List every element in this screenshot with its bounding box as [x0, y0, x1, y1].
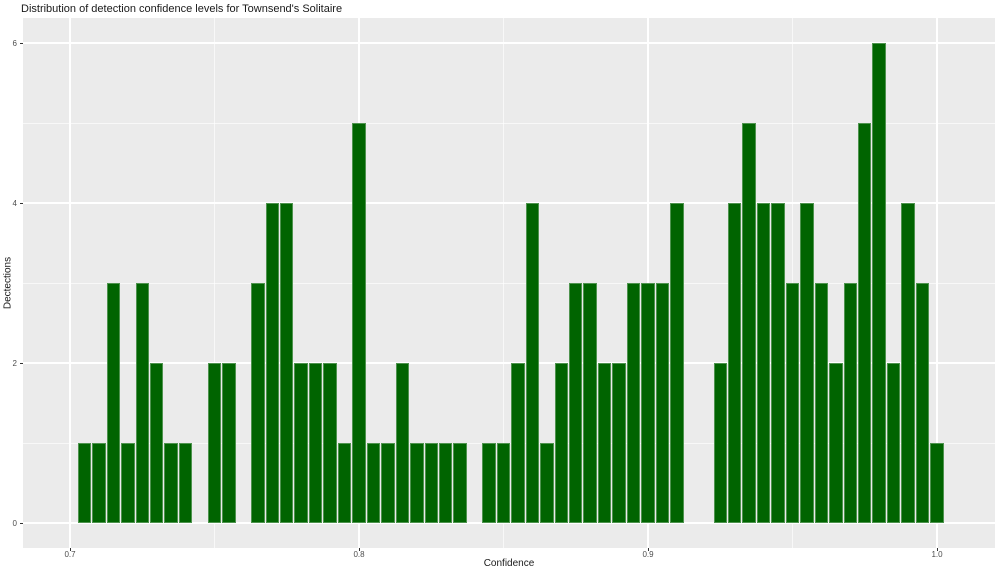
histogram-bar: [901, 203, 915, 523]
x-axis-title: Confidence: [483, 558, 535, 569]
x-tick-mark: [936, 548, 938, 551]
histogram-bar: [930, 443, 944, 523]
histogram-bar: [886, 363, 901, 523]
y-tick-mark: [20, 42, 23, 44]
histogram-bar: [872, 43, 886, 523]
histogram-bar: [915, 283, 930, 523]
histogram-bar: [583, 283, 597, 523]
histogram-bar: [337, 443, 352, 523]
histogram-bar: [626, 283, 641, 523]
histogram-bar: [670, 203, 684, 523]
major-gridline-y: [23, 42, 995, 44]
minor-gridline-y: [23, 282, 995, 284]
major-gridline-y: [23, 522, 995, 524]
histogram-bar: [742, 123, 756, 523]
histogram-bar: [771, 203, 785, 523]
plot-panel: [23, 18, 995, 548]
histogram-bar: [121, 443, 135, 523]
histogram-bar: [424, 443, 438, 523]
histogram-bar: [713, 363, 727, 523]
histogram-bar: [756, 203, 771, 523]
x-tick-mark: [358, 548, 360, 551]
histogram-bar: [843, 283, 857, 523]
histogram-bar: [525, 203, 540, 523]
histogram-bar: [641, 283, 655, 523]
histogram-bar: [265, 203, 279, 523]
histogram-bar: [395, 363, 410, 523]
y-tick-label: 2: [12, 358, 17, 368]
histogram-bar: [814, 283, 829, 523]
histogram-bar: [540, 443, 554, 523]
histogram-bar: [207, 363, 222, 523]
x-tick-label: 0.7: [64, 550, 76, 559]
chart-title: Distribution of detection confidence lev…: [21, 3, 343, 15]
x-tick-label: 0.8: [353, 550, 365, 559]
histogram-bar: [92, 443, 106, 523]
histogram-bar: [410, 443, 424, 523]
y-axis-title: Dectections: [2, 256, 14, 310]
minor-gridline-y: [23, 122, 995, 124]
histogram-bar: [280, 203, 294, 523]
histogram-bar: [829, 363, 843, 523]
y-tick-mark: [20, 202, 23, 204]
histogram-bar: [149, 363, 164, 523]
histogram-bar: [655, 283, 670, 523]
histogram-bar: [453, 443, 467, 523]
major-gridline-y: [23, 202, 995, 204]
major-gridline-y: [23, 362, 995, 364]
y-tick-label: 0: [12, 518, 17, 528]
histogram-bar: [597, 363, 612, 523]
x-tick-label: 0.9: [642, 550, 654, 559]
histogram-bar: [294, 363, 308, 523]
histogram-bar: [222, 363, 236, 523]
histogram-bar: [800, 203, 814, 523]
x-tick-mark: [647, 548, 649, 551]
histogram-bar: [251, 283, 265, 523]
histogram-bar: [352, 123, 366, 523]
histogram-bar: [381, 443, 395, 523]
x-tick-label: 1.0: [931, 550, 943, 559]
histogram-bar: [511, 363, 525, 523]
histogram-bar: [612, 363, 626, 523]
histogram-bar: [308, 363, 323, 523]
histogram-bar: [569, 283, 583, 523]
minor-gridline-x: [503, 18, 504, 548]
histogram-bar: [482, 443, 496, 523]
y-tick-mark: [20, 522, 23, 524]
histogram-bar: [727, 203, 742, 523]
histogram-bar: [106, 283, 121, 523]
histogram-bar: [323, 363, 337, 523]
histogram-bar: [366, 443, 381, 523]
histogram-bar: [496, 443, 511, 523]
y-tick-label: 4: [12, 198, 17, 208]
histogram-bar: [77, 443, 92, 523]
histogram-bar: [554, 363, 568, 523]
histogram-bar: [438, 443, 453, 523]
major-gridline-x: [69, 18, 71, 548]
histogram-bar: [785, 283, 800, 523]
y-tick-mark: [20, 362, 23, 364]
histogram-bar: [164, 443, 178, 523]
histogram-bar: [178, 443, 193, 523]
histogram-bar: [858, 123, 872, 523]
x-tick-mark: [69, 548, 71, 551]
histogram-bar: [135, 283, 149, 523]
minor-gridline-x: [214, 18, 215, 548]
y-tick-label: 6: [12, 38, 17, 48]
major-gridline-x: [936, 18, 938, 548]
